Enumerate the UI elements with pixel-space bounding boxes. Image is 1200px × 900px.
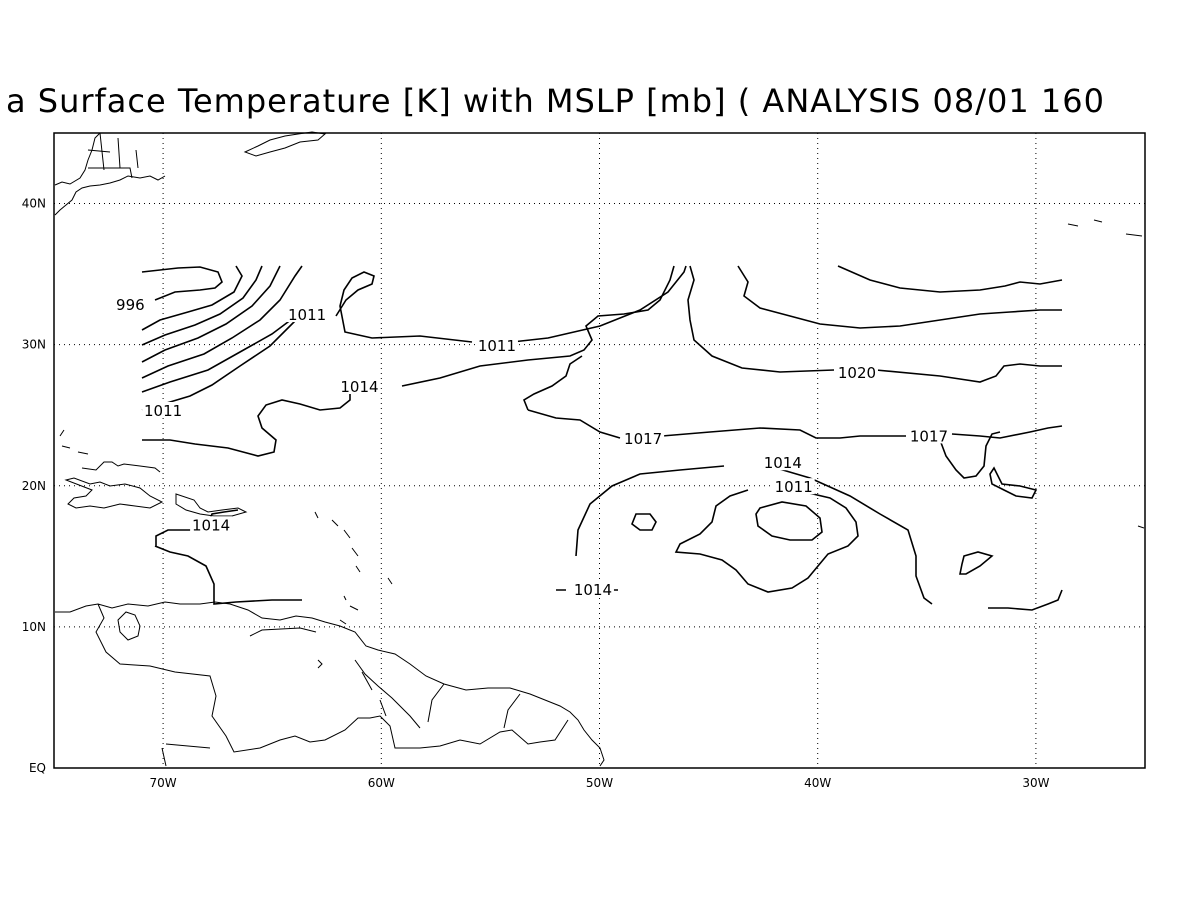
isobar-labels: 996 1011 1011 1011 1014 1014 1017 1017 1020 1014 1…: [113, 296, 950, 599]
isobar-label-background: [571, 581, 614, 598]
lon-tick-label: 30W: [1022, 776, 1049, 790]
isobar-label-background: [622, 430, 665, 447]
mslp-isobars: [141, 265, 1063, 611]
coastline-north-america: [54, 132, 166, 216]
lat-tick-label: 10N: [22, 620, 46, 634]
isobar-label-background: [835, 363, 878, 380]
isobar-low-east: [959, 551, 994, 575]
lon-tick-label: 70W: [150, 776, 177, 790]
isobar-1014-north: [142, 265, 675, 457]
isobar-low-center: [755, 501, 823, 541]
coastline-south-america: [55, 601, 605, 767]
map-frame: [53, 132, 1146, 769]
isobar-low-west: [631, 513, 657, 531]
coastline-cuba: [59, 429, 161, 473]
coastline-lesser-antilles: [314, 511, 393, 611]
axis-ticks: 70W 60W 50W 40W 30W EQ 10N 20N 30N 40N: [22, 197, 1050, 790]
isobar-996: [141, 266, 223, 301]
isobar-1011-south: [674, 489, 859, 593]
isobar-1014-east-stub: [988, 589, 1063, 611]
isobar-1020-loop: [523, 355, 583, 411]
coastline-azores: [1067, 219, 1143, 237]
lat-tick-label: 30N: [22, 338, 46, 352]
isobar-label-background: [761, 454, 804, 471]
isobar-high-east: [939, 431, 1001, 479]
lat-tick-label: 20N: [22, 479, 46, 493]
isobar-label: 1011: [775, 478, 813, 496]
isobar-label: 1011: [144, 402, 182, 420]
lat-tick-label: 40N: [22, 197, 46, 211]
isobar-label: 1017: [910, 427, 948, 445]
isobar-label-background: [475, 337, 518, 354]
isobar-label: 1020: [838, 364, 876, 382]
isobar-label: 1014: [340, 378, 378, 396]
isobar-1008: [141, 265, 303, 379]
lon-tick-label: 60W: [368, 776, 395, 790]
coastline-puerto-rico: [175, 493, 248, 517]
isobar-label: 1014: [192, 516, 230, 534]
isobar-1011-west: [141, 315, 297, 393]
coastline-nova-scotia: [243, 131, 327, 157]
graticule-grid: [54, 133, 1145, 768]
lon-tick-label: 50W: [586, 776, 613, 790]
isobar-label-background: [113, 296, 147, 313]
isobar-1011-north: [141, 265, 687, 411]
isobar-1002: [141, 265, 263, 346]
lat-tick-label: EQ: [29, 761, 46, 775]
isobar-label-background: [190, 516, 233, 533]
coastline-cape-verde: [1137, 525, 1145, 529]
isobar-label: 1014: [764, 454, 802, 472]
isobar-label-background: [338, 378, 381, 394]
isobar-label: 1011: [478, 337, 516, 355]
isobar-label: 996: [116, 296, 145, 314]
chart-title: a Surface Temperature [K] with MSLP [mb]…: [6, 82, 1105, 120]
state-borders: [87, 132, 139, 179]
isobar-label-background: [907, 427, 950, 444]
coastline-trinidad: [317, 619, 347, 669]
lon-tick-label: 40W: [804, 776, 831, 790]
isobar-label: 1017: [624, 430, 662, 448]
isobar-1005: [141, 265, 281, 363]
coastlines: [54, 131, 1145, 767]
isobar-1020-north: [737, 265, 1063, 329]
isobar-label-background: [772, 478, 815, 495]
isobar-label: 1011: [288, 306, 326, 324]
isobar-island-east: [989, 466, 1038, 499]
isobar-label-background: [142, 401, 185, 418]
isobar-label: 1014: [574, 581, 612, 599]
isobar-999: [141, 265, 243, 331]
isobar-label-background: [286, 306, 329, 323]
coastline-hispaniola: [64, 477, 164, 509]
isobar-1017: [527, 265, 1063, 439]
